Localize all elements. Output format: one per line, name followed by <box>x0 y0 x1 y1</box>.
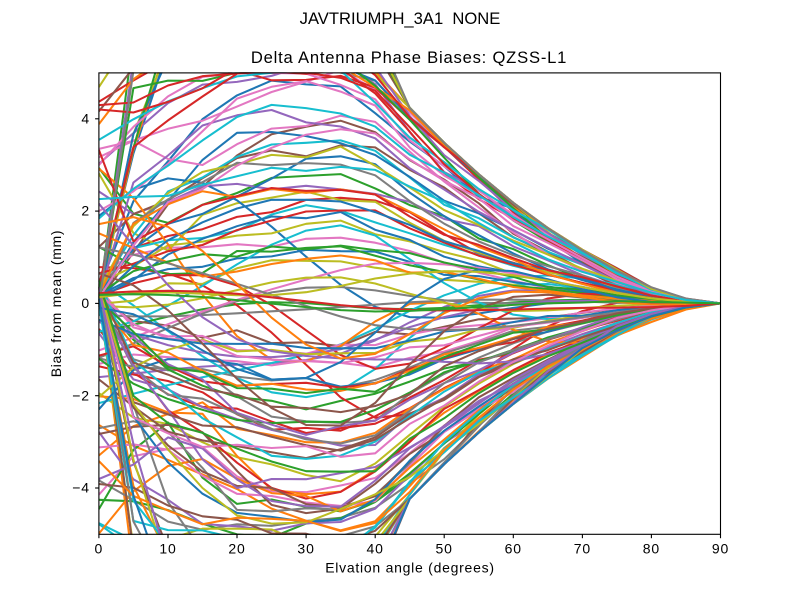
svg-text:50: 50 <box>436 541 453 557</box>
svg-text:Delta Antenna Phase Biases: QZ: Delta Antenna Phase Biases: QZSS-L1 <box>251 48 567 67</box>
svg-text:0: 0 <box>95 541 104 557</box>
svg-text:Elvation angle (degrees): Elvation angle (degrees) <box>325 560 495 576</box>
svg-text:20: 20 <box>228 541 245 557</box>
svg-text:70: 70 <box>574 541 591 557</box>
svg-text:0: 0 <box>81 295 90 311</box>
svg-text:4: 4 <box>81 110 90 126</box>
svg-text:10: 10 <box>159 541 176 557</box>
svg-text:−4: −4 <box>72 480 90 496</box>
svg-text:2: 2 <box>81 203 90 219</box>
svg-text:90: 90 <box>712 541 729 557</box>
svg-text:30: 30 <box>297 541 314 557</box>
svg-text:JAVTRIUMPH_3A1 NONE: JAVTRIUMPH_3A1 NONE <box>300 9 501 28</box>
svg-text:40: 40 <box>367 541 384 557</box>
svg-text:−2: −2 <box>72 387 90 403</box>
svg-text:Bias from mean (mm): Bias from mean (mm) <box>48 230 64 378</box>
svg-text:80: 80 <box>643 541 660 557</box>
svg-text:60: 60 <box>505 541 522 557</box>
